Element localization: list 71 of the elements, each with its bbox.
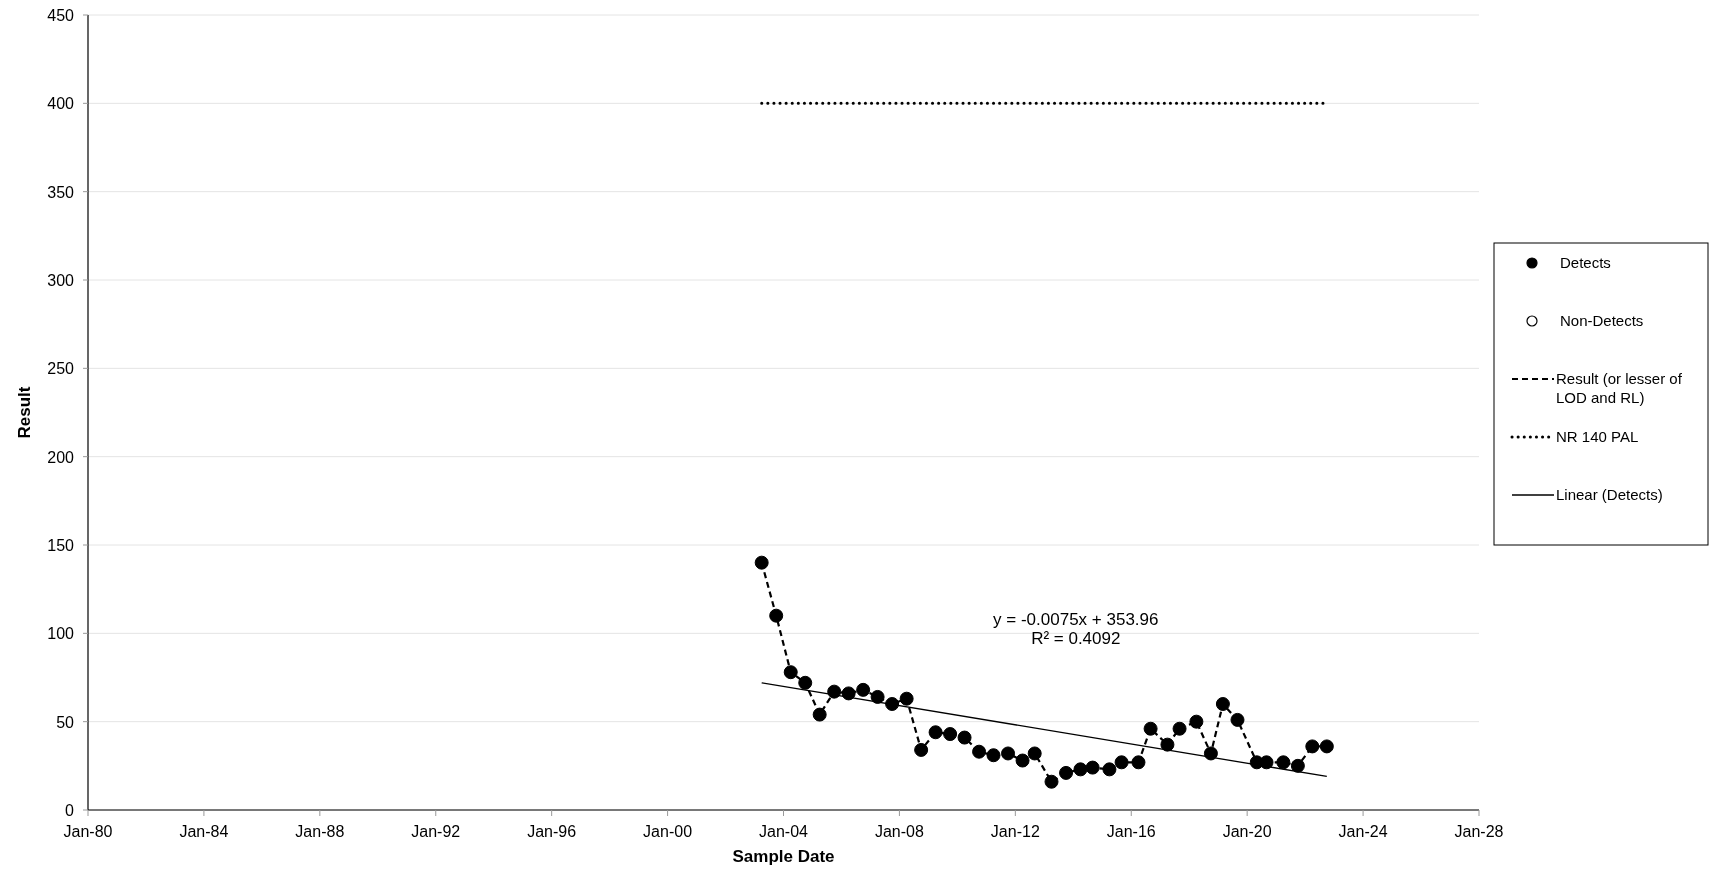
point (856, 682, 871, 697)
point (1027, 746, 1042, 761)
point (1073, 762, 1088, 777)
point (1102, 762, 1117, 777)
x-tick-label: Jan-84 (179, 823, 229, 840)
point (914, 742, 929, 757)
legend-label: Non-Detects (1560, 312, 1644, 329)
point (812, 707, 827, 722)
point (1230, 712, 1245, 727)
point (1114, 755, 1129, 770)
point (1276, 755, 1291, 770)
point (827, 684, 842, 699)
x-tick-label: Jan-24 (1338, 823, 1388, 840)
point (885, 697, 900, 711)
point (870, 689, 885, 704)
y-tick-label: 450 (47, 7, 75, 24)
x-tick-label: Jan-08 (874, 823, 924, 840)
legend-label: NR 140 PAL (1556, 428, 1639, 445)
point (986, 748, 1001, 763)
x-tick-label: Jan-92 (411, 823, 461, 840)
point (783, 665, 798, 680)
x-tick-label: Jan-16 (1106, 823, 1156, 840)
point (1305, 739, 1320, 754)
x-tick-label: Jan-80 (63, 823, 113, 840)
point (1259, 755, 1274, 770)
y-tick-label: 250 (47, 360, 75, 378)
y-tick-label: 150 (47, 537, 75, 554)
point (1131, 755, 1146, 770)
legend-label: Result (or lesser of LOD and RL) (1556, 370, 1683, 406)
point (972, 744, 987, 759)
x-tick-label: Jan-04 (759, 823, 809, 840)
x-axis-title: Sample Date (732, 847, 835, 866)
x-tick-label: Jan-88 (295, 823, 345, 840)
point (943, 727, 958, 742)
point (841, 686, 856, 701)
x-tick-label: Jan-00 (643, 823, 693, 840)
y-tick-label: 300 (47, 272, 75, 289)
point (1143, 721, 1158, 736)
point (1215, 697, 1230, 711)
legend-label: Detects (1560, 254, 1611, 271)
point (957, 730, 972, 745)
y-tick-label: 400 (47, 95, 75, 113)
point (798, 675, 813, 690)
x-tick-label: Jan-96 (527, 823, 577, 840)
point (1189, 714, 1204, 729)
point (1015, 753, 1030, 768)
x-tick-label: Jan-20 (1222, 823, 1272, 840)
point (928, 725, 943, 740)
annotation: y = -0.0075x + 353.96 (993, 609, 1159, 629)
y-tick-label: 100 (47, 625, 75, 643)
point (1044, 774, 1059, 789)
point (1059, 765, 1074, 780)
y-tick-label: 350 (47, 183, 75, 201)
point (1160, 737, 1175, 752)
point (899, 691, 914, 706)
point (754, 555, 769, 570)
y-axis-title: Result (15, 386, 34, 439)
x-tick-label: Jan-28 (1454, 823, 1504, 840)
x-tick-label: Jan-12 (990, 823, 1040, 840)
point (1203, 746, 1218, 761)
point (1290, 758, 1305, 773)
legend-label: Linear (Detects) (1556, 486, 1663, 503)
point (769, 608, 784, 623)
point (1172, 721, 1187, 736)
y-tick-label: 50 (56, 713, 75, 731)
point (1001, 746, 1016, 761)
annotation: R² = 0.4092 (1031, 628, 1121, 648)
point (1319, 739, 1334, 754)
point (1085, 760, 1100, 775)
y-tick-label: 200 (47, 448, 75, 466)
y-tick-label: 0 (65, 802, 75, 819)
